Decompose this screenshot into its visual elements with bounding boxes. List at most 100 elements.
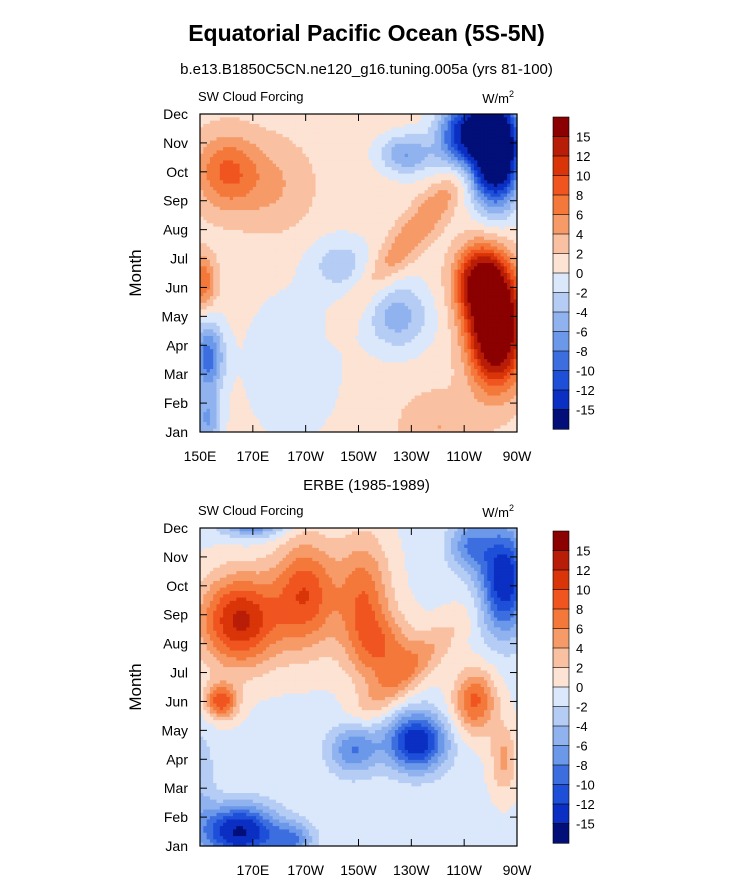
- heatmap-cell: [252, 127, 257, 132]
- heatmap-cell: [355, 176, 360, 181]
- heatmap-cell: [282, 114, 287, 118]
- heatmap-cell: [464, 213, 469, 218]
- heatmap-cell: [365, 167, 369, 171]
- heatmap-cell: [302, 143, 307, 148]
- heatmap-cell: [328, 170, 333, 175]
- heatmap-cell: [497, 137, 502, 142]
- heatmap-cell: [401, 210, 406, 214]
- heatmap-cell: [209, 133, 214, 138]
- heatmap-cell: [454, 210, 459, 214]
- heatmap-cell: [454, 263, 459, 267]
- heatmap-cell: [513, 269, 518, 274]
- heatmap-cell: [381, 210, 386, 214]
- heatmap-cell: [480, 183, 485, 188]
- heatmap-cell: [229, 249, 234, 254]
- heatmap-cell: [513, 273, 518, 277]
- heatmap-cell: [470, 173, 475, 178]
- heatmap-cell: [328, 160, 333, 165]
- heatmap-cell: [249, 190, 254, 195]
- heatmap-cell: [441, 223, 445, 228]
- heatmap-cell: [365, 190, 369, 195]
- heatmap-cell: [206, 180, 211, 185]
- heatmap-cell: [275, 233, 280, 238]
- heatmap-cell: [421, 266, 426, 271]
- heatmap-cell: [480, 117, 485, 122]
- heatmap-cell: [444, 186, 449, 191]
- heatmap-cell: [252, 157, 257, 161]
- heatmap-cell: [378, 273, 383, 277]
- heatmap-cell: [411, 203, 416, 208]
- heatmap-cell: [398, 186, 403, 191]
- heatmap-cell: [421, 157, 426, 161]
- heatmap-cell: [378, 160, 383, 165]
- heatmap-cell: [464, 253, 469, 258]
- heatmap-cell: [513, 193, 518, 198]
- heatmap-cell: [474, 120, 478, 125]
- heatmap-cell: [315, 226, 320, 231]
- heatmap-cell: [242, 273, 247, 277]
- heatmap-cell: [312, 256, 317, 261]
- heatmap-cell: [513, 183, 518, 188]
- heatmap-cell: [216, 279, 221, 284]
- heatmap-cell: [322, 157, 327, 161]
- heatmap-cell: [355, 157, 360, 161]
- heatmap-cell: [394, 239, 399, 244]
- heatmap-cell: [252, 259, 257, 264]
- heatmap-cell: [226, 157, 231, 161]
- heatmap-cell: [371, 196, 376, 201]
- heatmap-cell: [411, 130, 416, 135]
- heatmap-cell: [315, 186, 320, 191]
- heatmap-cell: [444, 259, 449, 264]
- heatmap-cell: [262, 273, 267, 277]
- heatmap-cell: [233, 160, 237, 165]
- heatmap-cell: [200, 120, 204, 125]
- heatmap-cell: [497, 233, 502, 238]
- heatmap-cell: [427, 246, 432, 251]
- heatmap-cell: [361, 193, 366, 198]
- heatmap-cell: [341, 147, 346, 152]
- heatmap-cell: [236, 279, 241, 284]
- heatmap-cell: [322, 246, 327, 251]
- heatmap-cell: [431, 180, 436, 185]
- heatmap-cell: [454, 123, 459, 128]
- heatmap-cell: [480, 153, 485, 158]
- heatmap-cell: [480, 206, 485, 211]
- heatmap-cell: [266, 269, 270, 274]
- heatmap-cell: [223, 160, 228, 165]
- heatmap-cell: [299, 239, 303, 244]
- heatmap-cell: [408, 256, 412, 261]
- heatmap-cell: [470, 206, 475, 211]
- heatmap-cell: [388, 246, 393, 251]
- heatmap-cell: [335, 253, 340, 258]
- heatmap-cell: [503, 150, 508, 155]
- heatmap-cell: [328, 246, 333, 251]
- heatmap-cell: [510, 233, 515, 238]
- heatmap-cell: [226, 282, 231, 287]
- heatmap-cell: [411, 170, 416, 175]
- heatmap-cell: [477, 259, 482, 264]
- heatmap-cell: [209, 220, 214, 224]
- heatmap-cell: [474, 190, 478, 195]
- heatmap-cell: [246, 253, 251, 258]
- heatmap-cell: [236, 147, 241, 152]
- heatmap-cell: [275, 167, 280, 171]
- heatmap-cell: [348, 123, 353, 128]
- heatmap-cell: [322, 276, 327, 281]
- heatmap-cell: [460, 117, 465, 122]
- heatmap-cell: [470, 196, 475, 201]
- heatmap-cell: [460, 157, 465, 161]
- heatmap-cell: [285, 259, 290, 264]
- heatmap-cell: [375, 243, 379, 248]
- heatmap-cell: [338, 114, 343, 118]
- heatmap-cell: [507, 243, 511, 248]
- heatmap-cell: [421, 259, 426, 264]
- heatmap-cell: [450, 123, 455, 128]
- heatmap-cell: [411, 223, 416, 228]
- heatmap-cell: [302, 203, 307, 208]
- heatmap-cell: [404, 193, 409, 198]
- heatmap-cell: [493, 163, 498, 168]
- heatmap-cell: [388, 206, 393, 211]
- heatmap-cell: [510, 236, 515, 241]
- heatmap-cell: [259, 137, 264, 142]
- heatmap-cell: [375, 253, 379, 258]
